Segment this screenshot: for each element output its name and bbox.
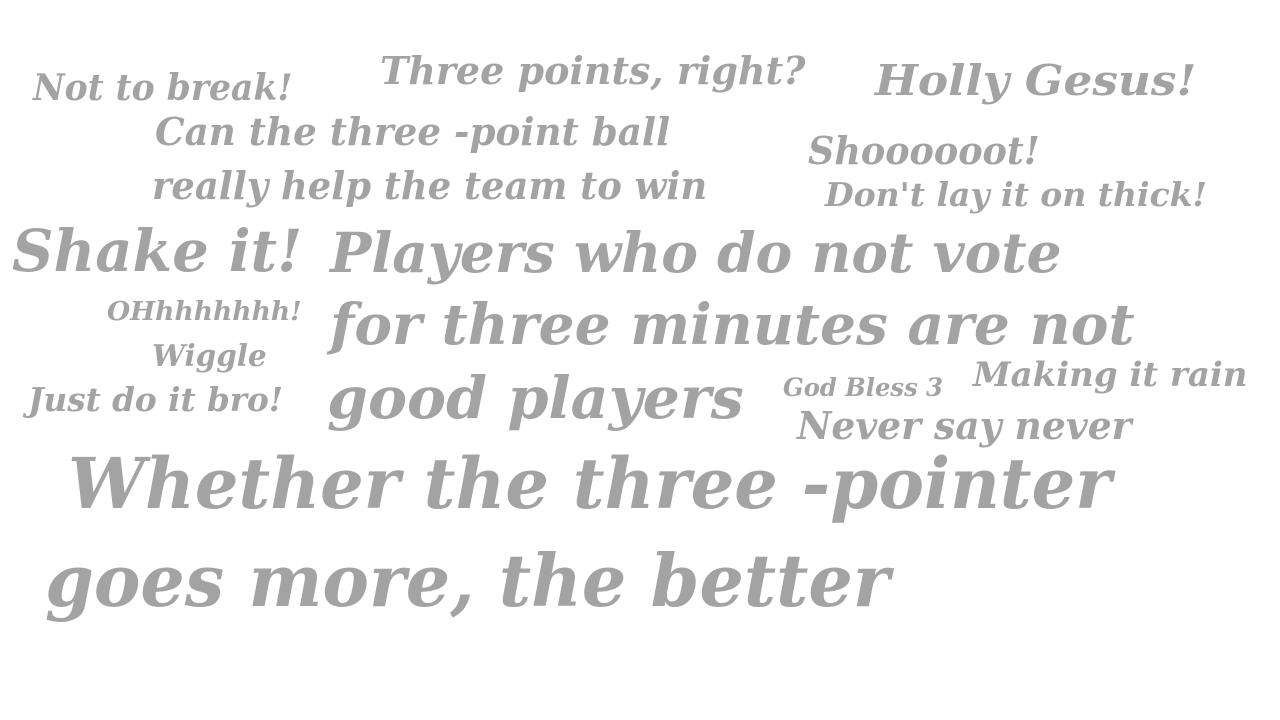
phrase-whether-the-three-pointer: Whether the three -pointer — [68, 442, 1112, 525]
phrase-making-it-rain: Making it rain — [973, 355, 1248, 395]
phrase-really-help-the-team: really help the team to win — [152, 163, 708, 208]
phrase-ohhhhhhhh: OHhhhhhhh! — [107, 297, 302, 327]
phrase-holly-gesus: Holly Gesus! — [875, 56, 1197, 105]
phrase-just-do-it-bro: Just do it bro! — [28, 380, 284, 419]
phrase-wiggle: Wiggle — [152, 339, 267, 374]
phrase-never-say-never: Never say never — [797, 403, 1132, 448]
phrase-good-players: good players — [327, 364, 744, 432]
phrase-for-three-minutes: for three minutes are not — [330, 292, 1135, 358]
phrase-not-to-break: Not to break! — [33, 67, 293, 109]
phrase-goes-more-the-better: goes more, the better — [45, 538, 890, 623]
phrase-god-bless-3: God Bless 3 — [783, 373, 944, 402]
phrase-shake-it: Shake it! — [12, 217, 303, 285]
phrase-three-points-right: Three points, right? — [380, 48, 806, 93]
phrase-players-who-do-not-vote: Players who do not vote — [330, 220, 1062, 285]
phrase-shoooooot: Shoooooot! — [808, 128, 1040, 173]
phrase-can-the-three-point-ball: Can the three -point ball — [155, 109, 671, 154]
phrase-dont-lay-it-on-thick: Don't lay it on thick! — [825, 175, 1208, 214]
